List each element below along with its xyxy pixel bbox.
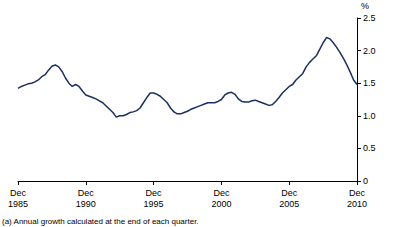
svg-text:2005: 2005 — [279, 199, 299, 209]
svg-text:1995: 1995 — [144, 199, 164, 209]
svg-text:1985: 1985 — [8, 199, 28, 209]
svg-text:Dec: Dec — [213, 188, 230, 198]
svg-text:2.0: 2.0 — [363, 46, 376, 56]
svg-text:Dec: Dec — [349, 188, 366, 198]
svg-text:Dec: Dec — [78, 188, 95, 198]
svg-text:1.5: 1.5 — [363, 78, 376, 88]
svg-text:2000: 2000 — [211, 199, 231, 209]
svg-text:%: % — [361, 1, 369, 11]
svg-text:1.0: 1.0 — [363, 111, 376, 121]
svg-text:Dec: Dec — [146, 188, 163, 198]
svg-text:2.5: 2.5 — [363, 13, 376, 23]
svg-text:Dec: Dec — [10, 188, 27, 198]
svg-text:0: 0 — [363, 176, 368, 186]
svg-text:(a) Annual growth calculated a: (a) Annual growth calculated at the end … — [2, 217, 199, 226]
svg-text:2010: 2010 — [347, 199, 367, 209]
svg-text:1990: 1990 — [76, 199, 96, 209]
svg-text:Dec: Dec — [281, 188, 298, 198]
svg-text:0.5: 0.5 — [363, 143, 376, 153]
